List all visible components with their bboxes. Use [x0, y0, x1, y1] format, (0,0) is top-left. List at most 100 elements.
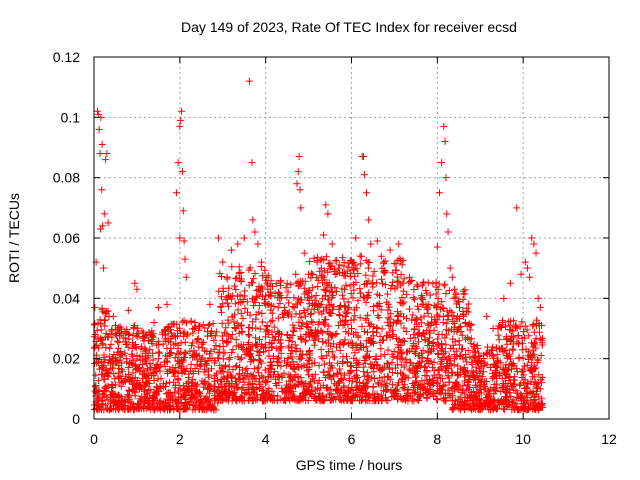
data-point — [365, 319, 373, 327]
data-point — [318, 310, 326, 318]
data-point — [268, 309, 276, 317]
data-point — [438, 375, 446, 383]
data-point — [362, 343, 370, 351]
data-point — [298, 351, 306, 359]
data-point — [357, 252, 365, 260]
data-point — [392, 267, 400, 275]
data-point — [241, 351, 249, 359]
data-point — [345, 329, 353, 337]
data-point — [224, 319, 232, 327]
data-point — [285, 387, 293, 395]
data-point — [386, 322, 394, 330]
data-point — [301, 290, 309, 298]
data-point — [384, 306, 392, 314]
data-point — [255, 308, 263, 316]
data-point — [400, 275, 408, 283]
data-point — [300, 388, 308, 396]
data-point — [264, 372, 272, 380]
data-point — [414, 282, 422, 290]
data-point — [211, 397, 219, 405]
data-point — [96, 150, 104, 158]
data-point — [245, 331, 252, 339]
data-point — [403, 348, 411, 356]
data-point — [398, 261, 406, 269]
data-point — [100, 317, 108, 325]
data-point — [384, 360, 392, 368]
data-point — [460, 290, 468, 298]
data-point — [467, 335, 475, 343]
data-point — [166, 378, 174, 386]
data-point — [496, 322, 504, 330]
data-point — [240, 234, 248, 242]
data-point — [235, 375, 243, 383]
data-point — [360, 294, 368, 302]
data-point — [517, 270, 525, 278]
data-point — [170, 369, 178, 377]
data-point — [95, 125, 103, 133]
data-point — [397, 395, 405, 403]
data-point — [377, 352, 385, 360]
data-point — [518, 394, 526, 402]
data-point — [305, 365, 313, 373]
y-tick-label: 0.1 — [61, 109, 81, 125]
data-point — [360, 280, 368, 288]
data-point — [196, 362, 204, 370]
data-point — [150, 318, 158, 326]
data-point — [523, 326, 531, 334]
data-point — [339, 353, 347, 361]
data-point — [505, 374, 513, 382]
data-point — [467, 321, 475, 329]
data-point — [430, 367, 438, 375]
data-point — [414, 331, 422, 339]
data-point — [111, 375, 119, 383]
data-point — [108, 325, 116, 333]
data-point — [402, 396, 410, 404]
data-point — [347, 362, 355, 370]
data-point — [384, 346, 392, 354]
data-point — [359, 387, 367, 395]
data-point — [307, 309, 315, 317]
data-point — [167, 329, 175, 337]
data-point — [212, 342, 220, 350]
data-point — [491, 367, 499, 375]
data-point — [295, 378, 303, 386]
data-point — [477, 360, 485, 368]
x-tick-label: 2 — [176, 431, 184, 447]
data-point — [412, 363, 420, 371]
data-point — [481, 377, 489, 385]
data-point — [151, 394, 159, 402]
data-point — [400, 313, 408, 321]
data-point — [513, 204, 521, 212]
data-point — [364, 347, 372, 355]
data-point — [403, 314, 411, 322]
data-point — [327, 396, 335, 404]
data-point — [195, 398, 203, 406]
data-point — [355, 384, 363, 392]
data-point — [291, 374, 299, 382]
data-point — [426, 386, 434, 394]
data-point — [374, 301, 382, 309]
data-point — [352, 278, 360, 286]
data-point — [245, 266, 253, 274]
data-point — [468, 405, 476, 413]
data-point — [206, 320, 214, 328]
data-point — [451, 285, 458, 293]
data-point — [133, 376, 141, 384]
data-point — [200, 368, 208, 376]
data-point — [172, 381, 180, 389]
data-point — [380, 381, 388, 389]
data-point — [279, 310, 287, 318]
data-point — [288, 353, 296, 361]
data-point — [92, 371, 100, 379]
data-point — [154, 303, 162, 311]
data-point — [536, 303, 544, 311]
data-point — [366, 322, 374, 330]
data-point — [236, 356, 244, 364]
data-point — [269, 397, 277, 405]
data-point — [276, 329, 283, 337]
data-point — [245, 77, 253, 85]
data-point — [514, 389, 522, 397]
data-point — [428, 340, 436, 348]
data-point — [195, 388, 203, 396]
data-point — [463, 358, 471, 366]
